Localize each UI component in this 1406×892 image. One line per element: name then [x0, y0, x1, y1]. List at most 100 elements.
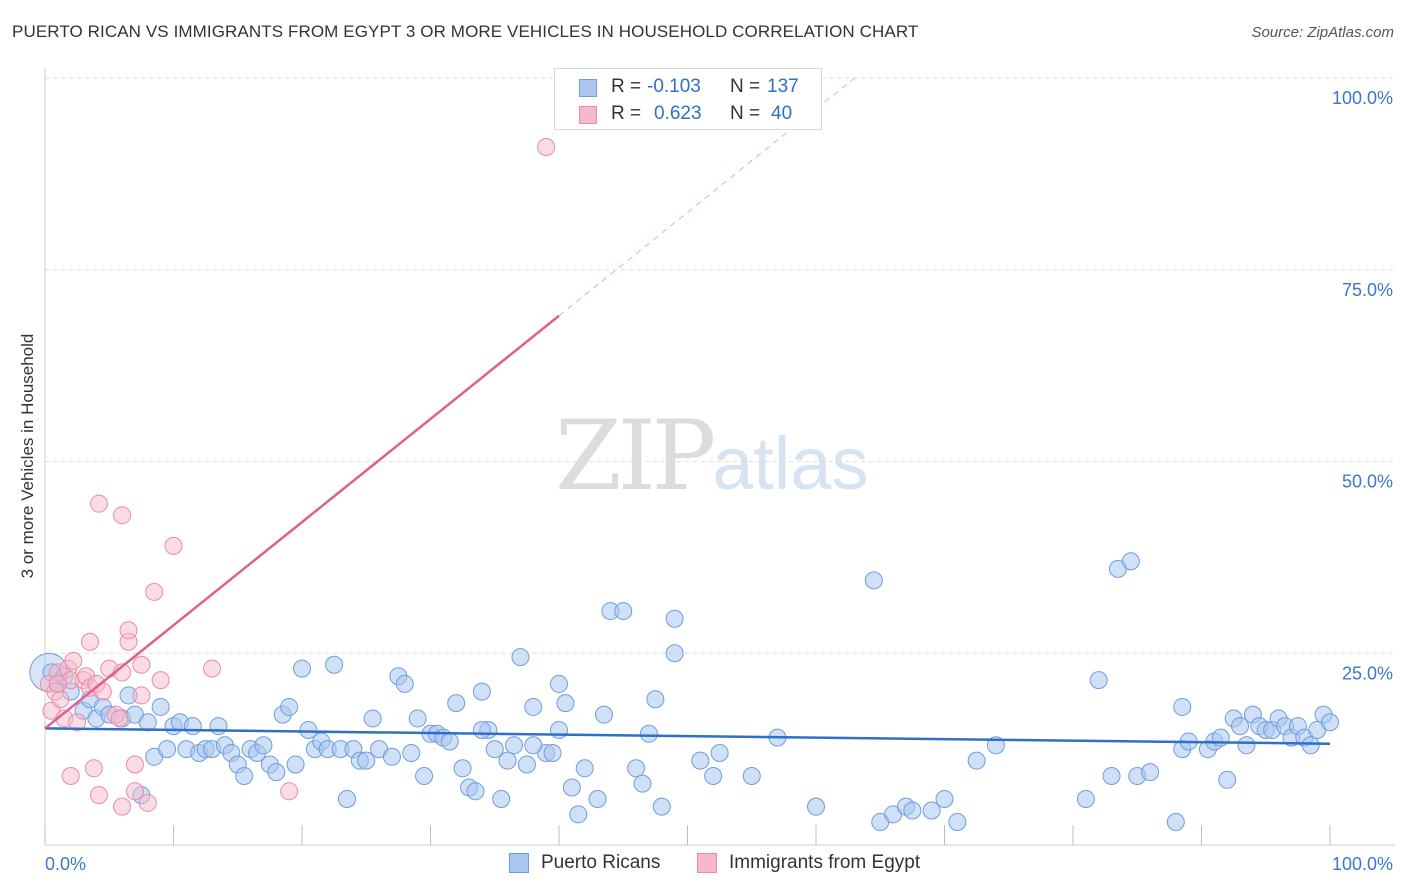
legend-swatch-pink	[579, 106, 597, 124]
data-point	[132, 686, 151, 705]
data-point	[64, 651, 83, 670]
data-point	[665, 644, 684, 663]
data-point	[203, 659, 222, 678]
data-point	[132, 655, 151, 674]
data-point	[357, 751, 376, 770]
data-point	[80, 632, 99, 651]
data-point	[485, 740, 504, 759]
trend-line-extension	[558, 77, 855, 317]
data-point	[138, 793, 157, 812]
data-point	[1231, 717, 1250, 736]
data-point	[575, 759, 594, 778]
data-point	[440, 732, 459, 751]
data-point	[864, 571, 883, 590]
data-point	[402, 743, 421, 762]
legend-n-label: N =	[730, 76, 761, 97]
bottom-legend-swatch-blue	[509, 853, 529, 873]
data-point	[807, 797, 825, 816]
data-point	[125, 782, 144, 801]
data-point	[89, 786, 108, 805]
data-point	[125, 755, 144, 774]
data-point	[1321, 713, 1339, 732]
legend-r-value: 0.623	[654, 103, 702, 124]
data-point	[89, 494, 108, 513]
trend-line-puerto-ricans	[44, 727, 1331, 746]
data-point	[710, 743, 729, 762]
data-point	[113, 506, 132, 525]
data-point	[903, 801, 922, 820]
data-point	[498, 751, 517, 770]
data-point	[935, 789, 954, 808]
data-point	[742, 766, 761, 785]
data-point	[543, 743, 562, 762]
data-point	[588, 789, 607, 808]
data-point	[633, 774, 652, 793]
data-point	[922, 801, 941, 820]
data-point	[639, 724, 658, 743]
data-point	[1102, 766, 1121, 785]
data-point	[280, 697, 299, 716]
data-point	[537, 138, 556, 157]
data-point	[183, 717, 202, 736]
data-point	[1141, 763, 1160, 782]
data-point	[209, 717, 228, 736]
legend-row-puerto-ricans: R = -0.103 N = 137	[555, 76, 821, 100]
axes	[44, 68, 1395, 846]
data-point	[569, 805, 588, 824]
data-point	[51, 690, 70, 709]
data-point	[110, 709, 129, 728]
y-tick-label: 50.0%	[1342, 472, 1393, 492]
data-point	[492, 789, 511, 808]
data-point	[562, 778, 581, 797]
legend-r-value: -0.103	[647, 76, 701, 97]
data-point	[267, 763, 286, 782]
data-point	[164, 536, 183, 555]
data-point	[704, 766, 723, 785]
data-point	[286, 755, 305, 774]
y-tick-label: 25.0%	[1342, 663, 1393, 683]
data-point	[151, 697, 170, 716]
data-point	[505, 736, 524, 755]
data-point	[627, 759, 646, 778]
data-point	[84, 759, 103, 778]
data-point	[280, 782, 299, 801]
data-point	[511, 648, 530, 667]
data-point	[472, 682, 491, 701]
data-point	[1089, 671, 1108, 690]
source-credit: Source: ZipAtlas.com	[1251, 24, 1394, 41]
data-point	[517, 755, 536, 774]
bottom-legend-label: Puerto Ricans	[541, 852, 661, 873]
data-point	[254, 736, 273, 755]
legend-n-value: 40	[771, 103, 793, 124]
data-point	[594, 705, 613, 724]
bottom-legend-label: Immigrants from Egypt	[729, 852, 921, 873]
trend-line-immigrants-from-egypt	[44, 314, 560, 730]
data-point	[967, 751, 986, 770]
legend-row-immigrants-from-egypt: R = 0.623 N = 40	[555, 103, 821, 127]
data-point	[382, 747, 401, 766]
data-point	[453, 759, 472, 778]
data-point	[472, 720, 491, 739]
data-point	[1301, 736, 1320, 755]
data-point	[1166, 812, 1185, 831]
data-point	[948, 812, 967, 831]
series-immigrants-from-egypt	[39, 138, 556, 816]
data-point	[646, 690, 665, 709]
y-tick-label: 75.0%	[1342, 280, 1393, 300]
data-point	[363, 709, 382, 728]
data-point	[691, 751, 710, 770]
data-point	[119, 621, 138, 640]
data-point	[299, 720, 318, 739]
data-point	[1121, 552, 1140, 571]
data-point	[293, 659, 311, 678]
chart-title: PUERTO RICAN VS IMMIGRANTS FROM EGYPT 3 …	[12, 22, 919, 41]
data-point	[68, 713, 87, 732]
data-point	[138, 713, 157, 732]
correlation-legend: R = -0.103 N = 137 R = 0.623 N = 40	[554, 68, 822, 130]
series-puerto-ricans	[29, 552, 1339, 831]
x-tick-label: 0.0%	[45, 854, 86, 874]
data-point	[1076, 789, 1095, 808]
legend-r-label: R =	[611, 103, 642, 124]
data-point	[524, 736, 543, 755]
